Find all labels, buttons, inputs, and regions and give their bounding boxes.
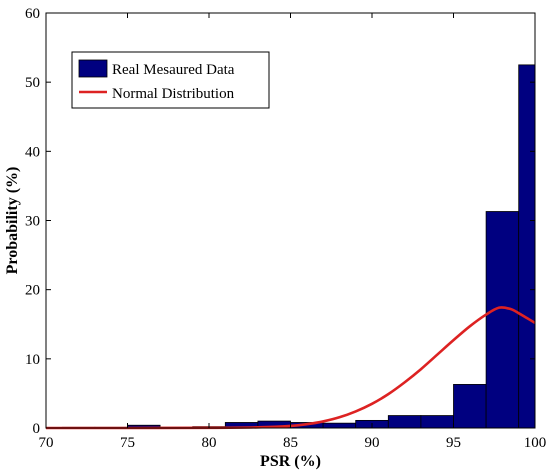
- x-tick-label: 85: [283, 435, 298, 451]
- x-tick-label: 80: [202, 435, 217, 451]
- histogram-bar: [322, 422, 357, 429]
- x-tick-label: 95: [446, 435, 461, 451]
- x-tick-label: 100: [524, 435, 547, 451]
- histogram-bar: [485, 211, 520, 429]
- histogram-bar: [518, 64, 536, 429]
- x-tick-label: 75: [120, 435, 135, 451]
- legend-box: [71, 51, 270, 109]
- legend: Real Mesaured Data Normal Distribution: [71, 51, 270, 109]
- histogram-bar: [387, 415, 422, 429]
- y-tick-label: 50: [25, 75, 40, 91]
- legend-label-curve: Normal Distribution: [112, 86, 235, 102]
- x-axis-label: PSR (%): [260, 453, 321, 470]
- histogram-bar: [420, 415, 454, 429]
- histogram-bar: [453, 384, 487, 429]
- y-tick-label: 0: [33, 421, 41, 437]
- y-tick-label: 10: [25, 352, 40, 368]
- normal-distribution-curve: [45, 306, 536, 430]
- y-tick-label: 30: [25, 214, 40, 230]
- x-tick-label: 70: [39, 435, 54, 451]
- legend-label-bars: Real Mesaured Data: [112, 62, 235, 78]
- y-tick-label: 20: [25, 283, 40, 299]
- y-tick-label: 60: [25, 6, 40, 22]
- y-axis-label: Probability (%): [4, 167, 21, 275]
- y-tick-label: 40: [25, 144, 40, 160]
- y-axis-ticks: 0 10 20 30 40 50 60: [25, 6, 535, 437]
- legend-swatch-bars: [78, 59, 108, 78]
- x-axis-ticks: 70 75 80 85 90 95 100: [39, 13, 547, 451]
- normal-curve-layer: [45, 306, 536, 430]
- x-tick-label: 90: [365, 435, 380, 451]
- histogram-bars: [61, 64, 536, 429]
